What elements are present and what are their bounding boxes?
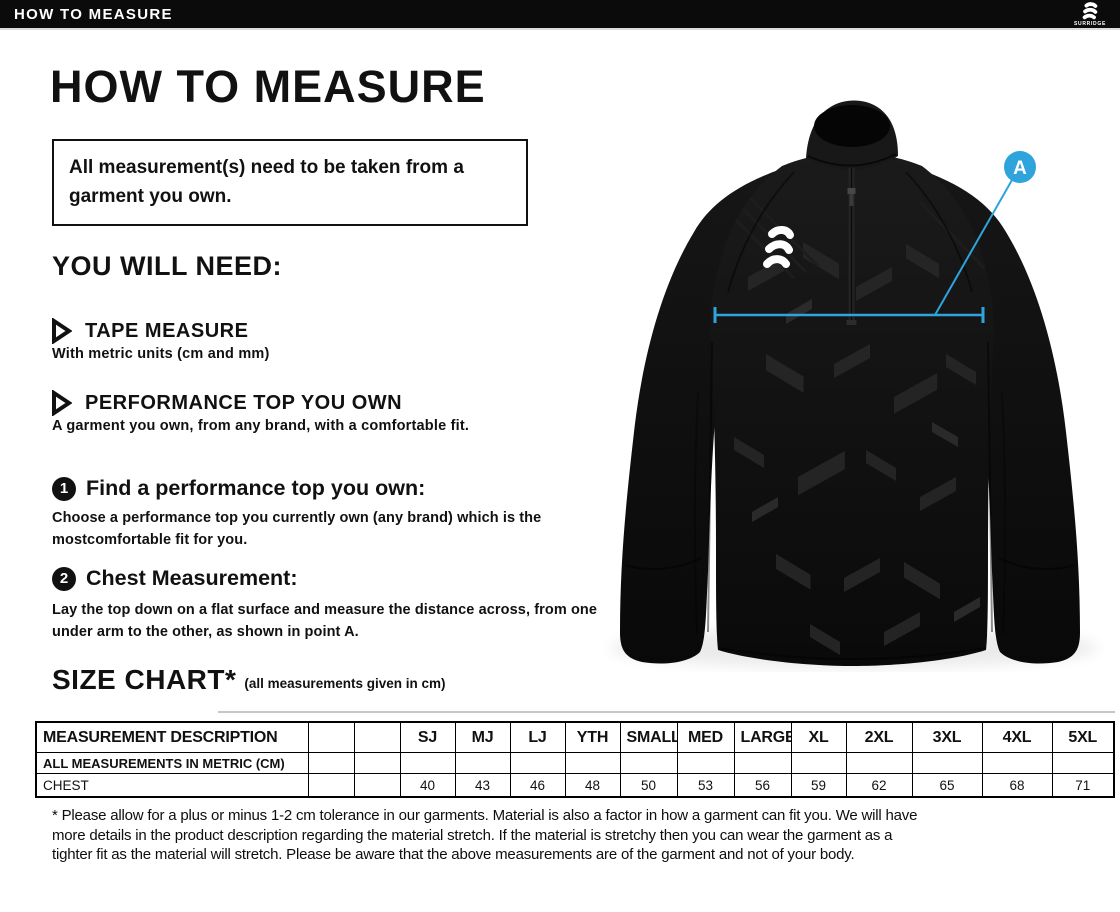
triangle-bullet-icon [52, 318, 72, 344]
need-item-description: A garment you own, from any brand, with … [52, 418, 470, 434]
column-header: MED [676, 721, 735, 753]
table-cell [353, 752, 401, 774]
table-cell [981, 752, 1053, 774]
step-2-description: Lay the top down on a flat surface and m… [52, 602, 598, 641]
divider-line [218, 711, 1115, 713]
table-cell: 68 [981, 773, 1053, 798]
marker-a-label: A [1013, 158, 1027, 179]
table-cell [399, 752, 456, 774]
need-item-label: TAPE MEASURE [85, 319, 249, 342]
step-1-heading: 1 Find a performance top you own: [52, 476, 425, 501]
triangle-bullet-icon [52, 390, 72, 416]
table-cell [676, 752, 735, 774]
table-cell [307, 752, 355, 774]
column-header: SMALL [619, 721, 678, 753]
size-chart-subtitle: (all measurements given in cm) [244, 676, 446, 691]
column-header: XL [790, 721, 847, 753]
table-header-row: MEASUREMENT DESCRIPTION SJ MJ LJ YTH SMA… [35, 721, 1115, 753]
surridge-s-icon [1082, 1, 1098, 19]
size-chart-table: MEASUREMENT DESCRIPTION SJ MJ LJ YTH SMA… [35, 721, 1115, 798]
top-bar: HOW TO MEASURE SURRIDGE [0, 0, 1120, 30]
size-chart-heading: SIZE CHART* (all measurements given in c… [52, 666, 445, 694]
column-header: MEASUREMENT DESCRIPTION [35, 721, 309, 753]
table-cell [509, 752, 566, 774]
page-title: HOW TO MEASURE [50, 61, 486, 112]
table-cell [619, 752, 678, 774]
step-2-number-badge: 2 [52, 566, 76, 591]
garment-collar [806, 100, 898, 170]
column-header: LARGE [733, 721, 792, 753]
table-cell [1051, 752, 1115, 774]
column-header [353, 721, 401, 753]
need-item-performance-top: PERFORMANCE TOP YOU OWN [50, 390, 402, 416]
step-1-number-badge: 1 [52, 476, 76, 501]
table-row-metric-note: ALL MEASUREMENTS IN METRIC (CM) [35, 752, 1115, 774]
top-bar-title: HOW TO MEASURE [14, 5, 173, 23]
table-cell [307, 773, 355, 798]
row-label: ALL MEASUREMENTS IN METRIC (CM) [35, 752, 309, 774]
measurement-annotation: A [713, 151, 1036, 323]
surridge-logo: SURRIDGE [1074, 1, 1106, 27]
table-cell: 43 [454, 773, 511, 798]
column-header: SJ [399, 721, 456, 753]
size-chart-title: SIZE CHART* [52, 664, 237, 695]
table-cell: 40 [399, 773, 456, 798]
table-cell: 53 [676, 773, 735, 798]
note-box: All measurement(s) need to be taken from… [52, 139, 528, 226]
step-1-title: Find a performance top you own: [86, 476, 426, 500]
marker-leader-line [934, 179, 1013, 316]
column-header: YTH [564, 721, 621, 753]
column-header: MJ [454, 721, 511, 753]
column-header: 5XL [1051, 721, 1115, 753]
table-cell: 62 [845, 773, 913, 798]
step-1-description: Choose a performance top you currently o… [52, 510, 542, 549]
table-cell: 50 [619, 773, 678, 798]
garment-chest-logo [763, 226, 794, 268]
garment-pattern [724, 196, 986, 655]
table-cell [353, 773, 401, 798]
column-header: LJ [509, 721, 566, 753]
table-cell [733, 752, 792, 774]
column-header: 3XL [911, 721, 983, 753]
column-header: 4XL [981, 721, 1053, 753]
need-item-description: With metric units (cm and mm) [52, 346, 270, 362]
table-row-chest: CHEST 40 43 46 48 50 53 56 59 62 65 68 7… [35, 773, 1115, 798]
surridge-brand-text: SURRIDGE [1074, 20, 1106, 27]
table-cell: 48 [564, 773, 621, 798]
table-cell [790, 752, 847, 774]
need-item-tape-measure: TAPE MEASURE [50, 318, 248, 344]
marker-a-circle [1004, 151, 1036, 183]
tolerance-footnote: * Please allow for a plus or minus 1-2 c… [52, 807, 918, 863]
garment-figure: A [598, 92, 1115, 672]
column-header [307, 721, 355, 753]
garment-sleeves [620, 168, 1080, 664]
garment-zipper [846, 168, 857, 325]
need-item-label: PERFORMANCE TOP YOU OWN [85, 391, 403, 414]
you-will-need-heading: YOU WILL NEED: [52, 251, 283, 281]
row-label: CHEST [35, 773, 309, 798]
garment-seams [707, 171, 993, 660]
column-header: 2XL [845, 721, 913, 753]
table-cell: 46 [509, 773, 566, 798]
table-cell [454, 752, 511, 774]
table-cell: 59 [790, 773, 847, 798]
table-cell: 71 [1051, 773, 1115, 798]
table-cell: 56 [733, 773, 792, 798]
step-2-heading: 2 Chest Measurement: [52, 566, 297, 591]
table-cell [564, 752, 621, 774]
garment-illustration: A [609, 100, 1099, 668]
table-cell [911, 752, 983, 774]
table-cell: 65 [911, 773, 983, 798]
step-2-title: Chest Measurement: [86, 566, 298, 590]
table-cell [845, 752, 913, 774]
